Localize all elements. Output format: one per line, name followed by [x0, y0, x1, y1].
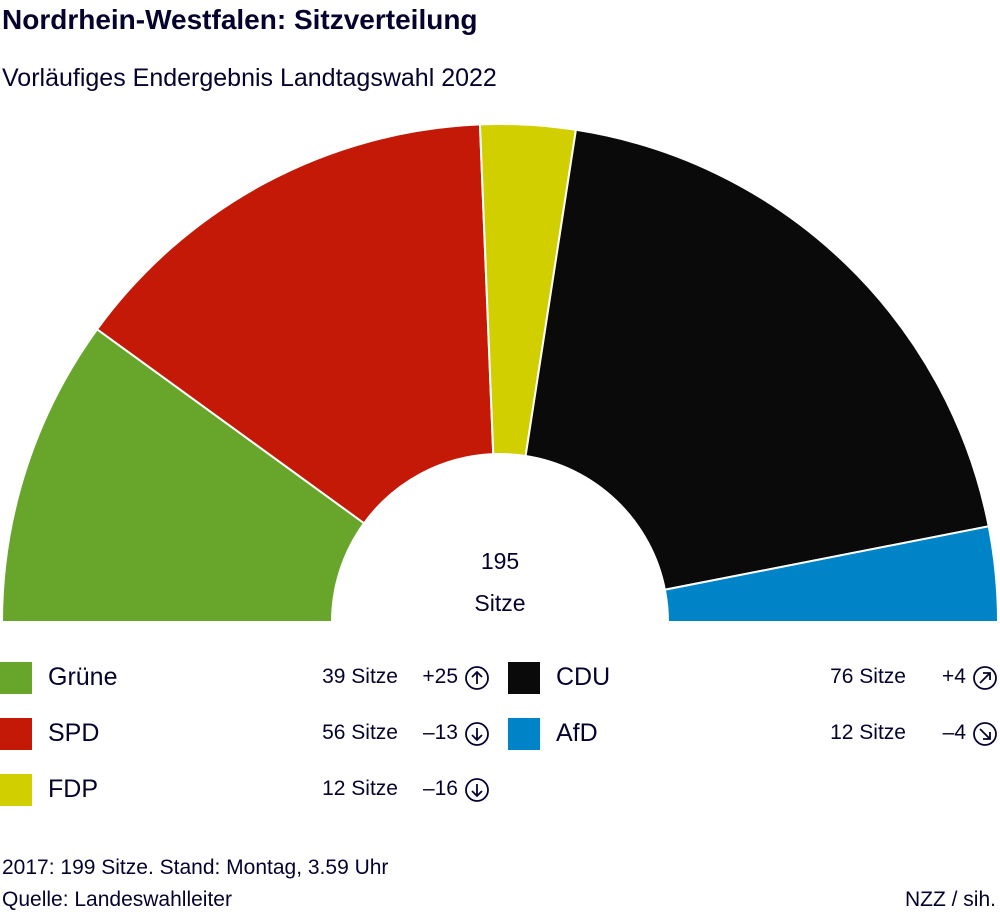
- legend-seat-count: 76 Sitze: [830, 665, 906, 688]
- arrow-down-icon: [465, 722, 489, 746]
- legend-party-name: CDU: [556, 663, 611, 691]
- legend-item-fdp: FDP 12 Sitze –16: [0, 772, 492, 806]
- legend-item-afd: AfD 12 Sitze –4: [508, 716, 1000, 750]
- credit: NZZ / sih.: [904, 888, 996, 911]
- legend-swatch: [508, 662, 540, 694]
- chart-title: Nordrhein-Westfalen: Sitzverteilung: [2, 4, 478, 35]
- legend-party-name: SPD: [48, 719, 100, 747]
- arrow-down-icon: [465, 778, 489, 802]
- legend-seat-change: +25: [422, 665, 458, 688]
- source: Quelle: Landeswahlleiter: [2, 888, 232, 911]
- legend-seat-change: –4: [942, 721, 966, 744]
- legend-item-grüne: Grüne 39 Sitze +25: [0, 660, 492, 694]
- legend-party-name: Grüne: [48, 663, 118, 691]
- legend-seat-count: 12 Sitze: [322, 777, 398, 800]
- total-seats-label: Sitze: [474, 590, 526, 616]
- legend-seat-change: –13: [422, 721, 458, 744]
- footnote: 2017: 199 Sitze. Stand: Montag, 3.59 Uhr: [2, 856, 389, 879]
- legend-seat-change: +4: [942, 665, 966, 688]
- arrow-up-right-icon: [973, 666, 997, 690]
- legend-seat-change: –16: [422, 777, 458, 800]
- legend-item-spd: SPD 56 Sitze –13: [0, 716, 492, 750]
- legend-seat-count: 56 Sitze: [322, 721, 398, 744]
- slice-grüne: [0, 327, 366, 623]
- legend-swatch: [0, 774, 32, 806]
- legend-swatch: [0, 718, 32, 750]
- arrow-up-icon: [465, 666, 489, 690]
- slice-afd: [663, 525, 1000, 623]
- legend-item-cdu: CDU 76 Sitze +4: [508, 660, 1000, 694]
- total-seats-value: 195: [480, 548, 520, 574]
- arrow-down-right-icon: [973, 722, 997, 746]
- legend-swatch: [508, 718, 540, 750]
- legend-party-name: FDP: [48, 775, 98, 803]
- legend-swatch: [0, 662, 32, 694]
- legend-seat-count: 12 Sitze: [830, 721, 906, 744]
- slice-spd: [95, 123, 495, 525]
- chart-subtitle: Vorläufiges Endergebnis Landtagswahl 202…: [2, 64, 497, 92]
- legend-party-name: AfD: [556, 719, 598, 747]
- slice-cdu: [524, 128, 990, 591]
- legend-seat-count: 39 Sitze: [322, 665, 398, 688]
